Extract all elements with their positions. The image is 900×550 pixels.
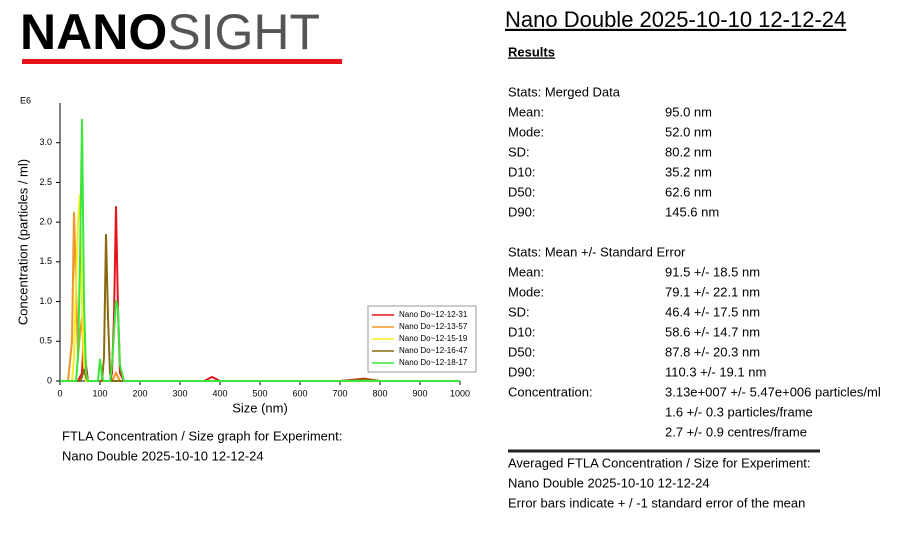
y-multiplier: E6	[20, 95, 31, 105]
stat-value: 58.6 +/- 14.7 nm	[665, 324, 760, 339]
legend-label: Nano Do~12-13-57	[399, 322, 468, 331]
legend-label: Nano Do~12-12-31	[399, 310, 468, 319]
report-title: Nano Double 2025-10-10 12-12-24	[505, 7, 846, 32]
x-axis-label: Size (nm)	[232, 400, 288, 415]
x-tick-label: 0	[57, 388, 62, 398]
stat-label: Mean:	[508, 104, 544, 119]
stat-value: 80.2 nm	[665, 144, 712, 159]
x-tick-label: 600	[292, 388, 307, 398]
stat-label: SD:	[508, 304, 530, 319]
logo-bold: NANO	[20, 4, 167, 60]
y-tick-label: 2.5	[39, 177, 52, 187]
x-tick-label: 100	[92, 388, 107, 398]
section-title: Stats: Merged Data	[508, 84, 621, 99]
x-tick-label: 300	[172, 388, 187, 398]
stat-label: D10:	[508, 164, 535, 179]
stat-value: 52.0 nm	[665, 124, 712, 139]
legend-label: Nano Do~12-15-19	[399, 334, 468, 343]
stat-value: 79.1 +/- 22.1 nm	[665, 284, 760, 299]
stat-value: 1.6 +/- 0.3 particles/frame	[665, 404, 813, 419]
x-tick-label: 800	[372, 388, 387, 398]
stat-value: 87.8 +/- 20.3 nm	[665, 344, 760, 359]
averaged-caption: Error bars indicate + / -1 standard erro…	[508, 495, 805, 510]
stat-label: SD:	[508, 144, 530, 159]
stat-label: D10:	[508, 324, 535, 339]
stat-value: 35.2 nm	[665, 164, 712, 179]
logo: NANOSIGHT	[20, 4, 320, 60]
stat-value: 2.7 +/- 0.9 centres/frame	[665, 424, 807, 439]
y-tick-label: 3.0	[39, 137, 52, 147]
x-tick-label: 900	[412, 388, 427, 398]
averaged-caption: Averaged FTLA Concentration / Size for E…	[508, 455, 811, 470]
stat-value: 95.0 nm	[665, 104, 712, 119]
stat-value: 110.3 +/- 19.1 nm	[665, 364, 766, 379]
results-heading: Results	[508, 44, 555, 59]
y-tick-label: 2.0	[39, 217, 52, 227]
x-tick-label: 500	[252, 388, 267, 398]
x-tick-label: 400	[212, 388, 227, 398]
stat-value: 3.13e+007 +/- 5.47e+006 particles/ml	[665, 384, 881, 399]
stat-value: 145.6 nm	[665, 204, 719, 219]
x-tick-label: 200	[132, 388, 147, 398]
y-axis-label: Concentration (particles / ml)	[15, 159, 30, 325]
logo-underline	[22, 59, 342, 64]
chart-caption: FTLA Concentration / Size graph for Expe…	[62, 428, 342, 443]
stat-label: Mode:	[508, 284, 544, 299]
stat-label: D50:	[508, 344, 535, 359]
logo-light: SIGHT	[167, 4, 320, 60]
y-tick-label: 1.0	[39, 296, 52, 306]
stat-value: 62.6 nm	[665, 184, 712, 199]
chart-caption: Nano Double 2025-10-10 12-12-24	[62, 448, 264, 463]
x-tick-label: 700	[332, 388, 347, 398]
x-tick-label: 1000	[450, 388, 470, 398]
y-tick-label: 0	[47, 375, 52, 385]
section-title: Stats: Mean +/- Standard Error	[508, 244, 686, 259]
averaged-caption: Nano Double 2025-10-10 12-12-24	[508, 475, 710, 490]
stat-value: 91.5 +/- 18.5 nm	[665, 264, 760, 279]
stat-label: D90:	[508, 364, 535, 379]
stat-label: Mean:	[508, 264, 544, 279]
legend-label: Nano Do~12-18-17	[399, 358, 468, 367]
stat-label: Mode:	[508, 124, 544, 139]
stat-value: 46.4 +/- 17.5 nm	[665, 304, 760, 319]
y-tick-label: 1.5	[39, 256, 52, 266]
y-tick-label: 0.5	[39, 336, 52, 346]
stat-label: D90:	[508, 204, 535, 219]
series-line	[60, 118, 460, 382]
legend-label: Nano Do~12-16-47	[399, 346, 468, 355]
stat-label: D50:	[508, 184, 535, 199]
stat-label: Concentration:	[508, 384, 593, 399]
